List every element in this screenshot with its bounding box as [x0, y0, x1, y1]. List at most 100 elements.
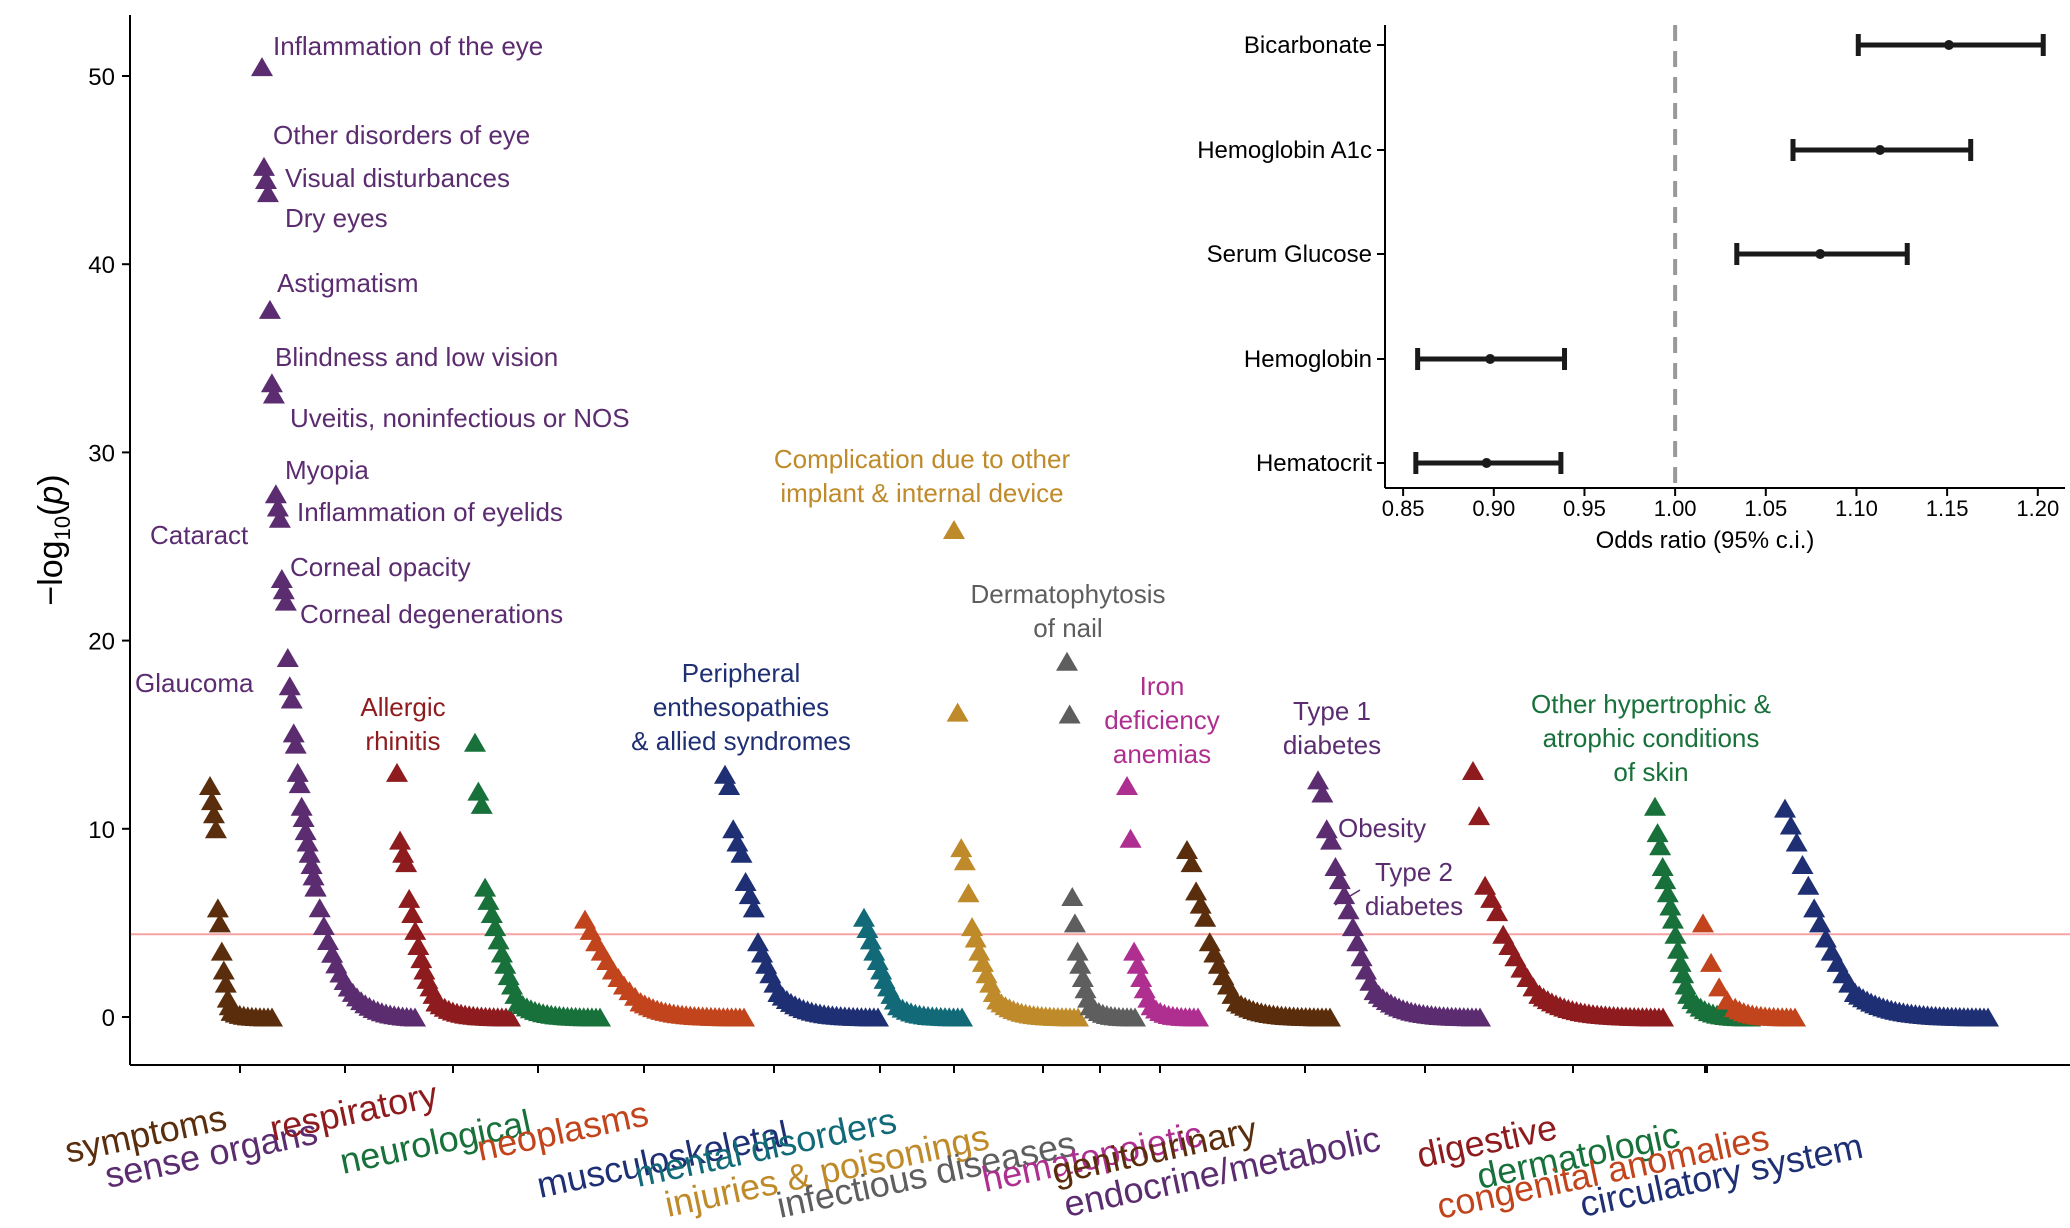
category-series — [464, 732, 611, 1027]
data-point — [208, 913, 231, 933]
phenotype-annotation: Uveitis, noninfectious or NOS — [290, 403, 630, 433]
data-point — [300, 855, 323, 875]
forest-x-tick-label: 1.20 — [2016, 496, 2059, 521]
data-point — [1661, 909, 1684, 929]
data-point — [853, 907, 875, 927]
category-series — [386, 762, 521, 1027]
data-point — [480, 903, 503, 923]
data-point — [714, 764, 736, 784]
data-point — [268, 508, 291, 528]
y-tick-label: 20 — [88, 629, 115, 656]
data-point — [1350, 947, 1373, 967]
phenotype-annotation: Complication due to other implant & inter… — [774, 444, 1071, 508]
data-point — [730, 843, 753, 863]
data-point — [1469, 1007, 1491, 1027]
phenotype-annotation: Allergic rhinitis — [360, 692, 445, 756]
data-point — [946, 702, 969, 722]
phenotype-annotation: Inflammation of eyelids — [297, 497, 563, 527]
data-point — [386, 762, 408, 782]
data-point — [1119, 828, 1142, 848]
data-point — [398, 888, 421, 908]
data-point — [290, 796, 313, 816]
data-point — [953, 851, 976, 871]
phenotype-annotation: Inflammation of the eye — [273, 31, 543, 61]
data-point — [477, 890, 500, 910]
data-point — [856, 919, 879, 939]
data-point — [1977, 1007, 1999, 1027]
category-series — [1774, 798, 1999, 1027]
forest-row-label: Hemoglobin — [1244, 346, 1372, 373]
data-point — [316, 931, 339, 951]
data-point — [1779, 815, 1802, 835]
data-point — [1672, 964, 1695, 984]
data-point — [484, 917, 507, 937]
data-point — [199, 776, 221, 796]
data-point — [292, 808, 315, 828]
data-point — [734, 871, 757, 891]
data-point — [950, 838, 973, 858]
data-point — [401, 903, 424, 923]
forest-row: Serum Glucose — [1207, 241, 1910, 268]
data-point — [404, 1007, 426, 1027]
data-point — [284, 734, 307, 754]
phenotype-annotation: Other disorders of eye — [273, 120, 530, 150]
data-point — [212, 960, 235, 980]
data-point — [470, 794, 493, 814]
data-point — [1315, 819, 1338, 839]
data-point — [1130, 967, 1153, 987]
data-point — [254, 170, 277, 190]
category-series — [853, 907, 973, 1027]
data-point — [1656, 883, 1679, 903]
data-point — [1194, 907, 1217, 927]
data-point — [1644, 796, 1666, 816]
data-point — [202, 804, 225, 824]
data-point — [302, 866, 325, 886]
category-series — [574, 909, 755, 1027]
data-point — [251, 57, 273, 77]
forest-x-axis-label: Odds ratio (95% c.i.) — [1596, 527, 1815, 554]
data-point — [742, 898, 765, 918]
forest-row-label: Serum Glucose — [1207, 241, 1372, 268]
phenotype-annotations: Inflammation of the eye Other disorders o… — [135, 31, 1771, 921]
forest-x-tick-label: 1.00 — [1654, 496, 1697, 521]
data-point — [210, 941, 233, 961]
data-point — [1328, 870, 1351, 890]
forest-row: Hemoglobin A1c — [1197, 137, 1974, 164]
category-series — [1462, 760, 1674, 1027]
data-point — [214, 973, 237, 993]
data-point — [1066, 941, 1089, 961]
manhattan-plot: 0 10 20 30 40 50 Inflammation of the eye Other… — [32, 15, 2070, 1227]
forest-plot-inset: 0.85 0.90 0.95 1.00 1.05 1.10 1.15 1.20 Bicarbo… — [1197, 25, 2065, 554]
y-tick-label: 30 — [88, 440, 115, 467]
forest-row: Bicarbonate — [1244, 32, 2046, 59]
data-point — [971, 952, 994, 972]
data-point — [1346, 932, 1369, 952]
data-point — [1067, 1007, 1089, 1027]
data-point — [1187, 1007, 1209, 1027]
data-point — [1061, 887, 1084, 907]
data-point — [859, 930, 882, 950]
y-tick-label: 10 — [88, 817, 115, 844]
data-point — [1700, 952, 1723, 972]
forest-row-label: Bicarbonate — [1244, 32, 1372, 59]
data-point — [1659, 896, 1682, 916]
data-point — [1785, 832, 1808, 852]
data-point — [1652, 1007, 1674, 1027]
data-point — [1069, 954, 1092, 974]
data-point — [474, 877, 497, 897]
data-point — [280, 689, 303, 709]
data-point — [1791, 855, 1814, 875]
data-point — [304, 877, 327, 897]
category-series — [943, 520, 1089, 1027]
data-point — [1797, 875, 1820, 895]
data-point — [404, 920, 427, 940]
data-point — [261, 1007, 283, 1027]
data-point — [1646, 823, 1669, 843]
data-point — [298, 843, 321, 863]
phenotype-annotation: Glaucoma — [135, 668, 254, 698]
data-point — [1320, 830, 1343, 850]
data-point — [1649, 836, 1672, 856]
category-series — [1644, 796, 1761, 1027]
